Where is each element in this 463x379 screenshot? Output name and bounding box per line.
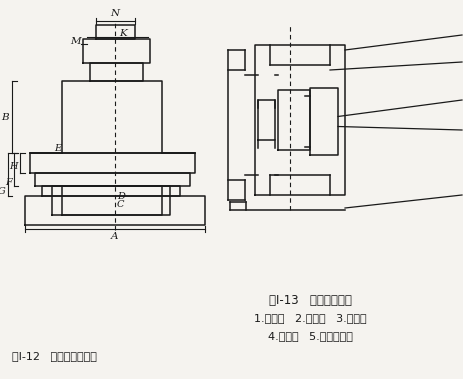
Text: 图Ⅰ-13   传动机构示意: 图Ⅰ-13 传动机构示意 (268, 293, 350, 307)
Text: K: K (119, 30, 126, 39)
Text: A: A (111, 232, 119, 241)
Text: D: D (117, 192, 125, 201)
Text: M: M (70, 38, 81, 47)
Text: 图Ⅰ-12   单级行星减速器: 图Ⅰ-12 单级行星减速器 (12, 351, 97, 361)
Text: B: B (1, 113, 9, 122)
Text: 4.行星架   5.输出小齿轮: 4.行星架 5.输出小齿轮 (267, 331, 352, 341)
Text: C: C (117, 200, 124, 209)
Text: E: E (54, 144, 61, 153)
Text: N: N (110, 9, 119, 18)
Text: G: G (0, 188, 6, 196)
Text: 1.太阳轮   2.行星轮   3.内齿圈: 1.太阳轮 2.行星轮 3.内齿圈 (253, 313, 365, 323)
Text: F: F (5, 179, 12, 188)
Text: H: H (9, 163, 18, 172)
